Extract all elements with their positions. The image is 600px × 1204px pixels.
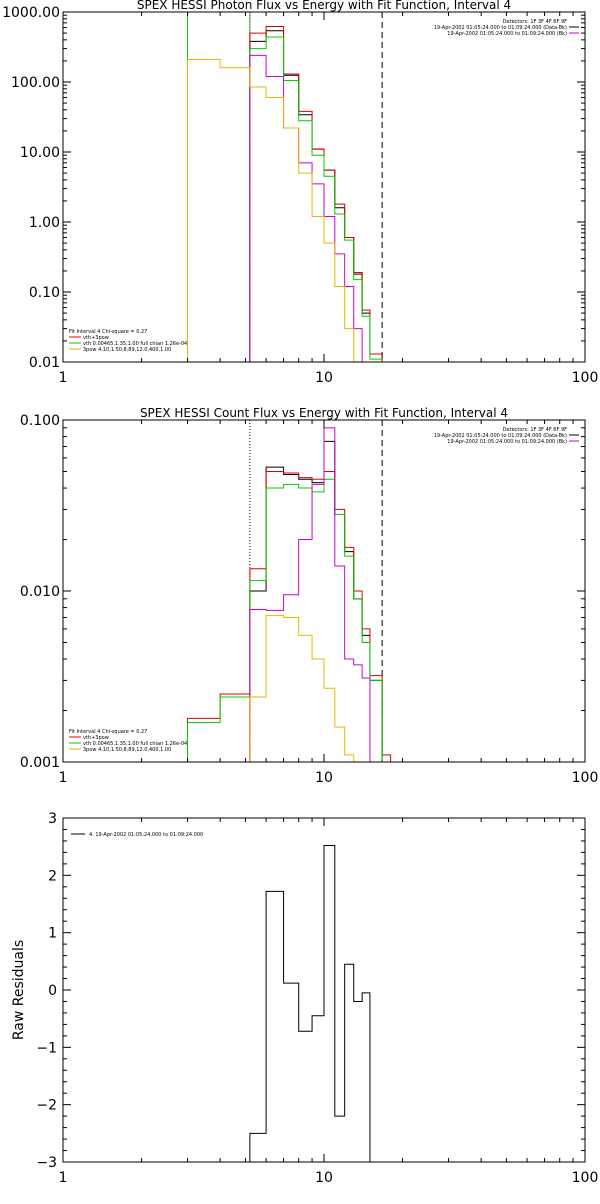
data-series-2 [187,470,392,762]
data-series-4 [249,427,371,762]
chart-panel-3: 1 10 100 −3 −2 −1 0 1 2 3 Raw Residuals 4. 19-Apr-2… [11,811,599,1186]
legend-item: 4. 19-Apr-2002 01:05:24.000 to 01:09:24.… [89,832,203,838]
data-series-3 [249,36,383,362]
annotation-text: 19-Apr-2002 01:05:24.000 to 01:09:24.000… [447,31,567,37]
y-tick-label: −1 [36,1040,57,1056]
annotation-text: 19-Apr-2002 01:05:24.000 to 01:09:24.000… [434,25,567,31]
legend-header: Fit Interval 4 Chi-square = 0.27 [69,329,147,335]
legend-item: 3pow 4.10,1.50,8.89,12.0,400,1.00 [83,347,171,353]
annotation-text: 19-Apr-2002 01:05:24.000 to 01:09:24.000… [447,439,567,445]
x-tick-label: 10 [315,770,333,786]
plot-area [187,12,383,362]
legend-header: Fit Interval 4 Chi-square = 0.27 [69,729,147,735]
chart-panel-2: SPEX HESSI Count Flux vs Energy with Fit… [20,406,598,786]
y-tick-label: 0.100 [20,413,60,429]
data-series-3 [187,478,392,762]
y-tick-label: 1 [48,926,57,942]
legend-item: 3pow 4.10,1.50,8.89,12.0,400,1.00 [83,747,171,753]
x-tick-label: 1 [59,770,68,786]
legend-item: vth 0.00465,1.35,1.00 full chian 1.26e-0… [83,341,187,347]
x-tick-label: 1 [59,1170,68,1186]
y-tick-label: 0 [48,983,57,999]
chart-title: SPEX HESSI Count Flux vs Energy with Fit… [140,406,508,420]
y-tick-label: 0.010 [20,584,60,600]
y-tick-label: 100.00 [11,75,60,91]
legend-item: vth+3pow [83,735,109,741]
annotation-text: 19-Apr-2002 01:05:24.000 to 01:09:24.000… [434,433,567,439]
chart-panel-1: SPEX HESSI Photon Flux vs Energy with Fi… [2,0,598,386]
chart-title: SPEX HESSI Photon Flux vs Energy with Fi… [137,0,511,12]
y-tick-label: −2 [36,1098,57,1114]
y-tick-label: 10.00 [20,145,60,161]
legend-item: vth+3pow [83,335,109,341]
y-tick-label: 2 [48,868,57,884]
data-series-1 [249,845,371,1162]
y-axis-label: Raw Residuals [11,940,27,1040]
x-tick-label: 100 [572,370,599,386]
data-series-2 [249,26,383,362]
annotation-text: Detectors: 1F 3F 4F 6F 9F [503,19,567,25]
y-tick-label: 1000.00 [2,5,60,21]
x-tick-label: 100 [572,1170,599,1186]
y-tick-label: −3 [36,1155,57,1171]
annotation-text: Detectors: 1F 3F 4F 6F 9F [503,427,567,433]
data-series-4 [249,54,363,362]
plot-area [249,845,371,1162]
data-series-5 [187,58,363,362]
data-series-1 [249,30,383,362]
data-series-5 [249,614,355,762]
y-tick-label: 0.01 [29,355,60,371]
y-tick-label: 0.10 [29,285,60,301]
x-tick-label: 100 [572,770,599,786]
x-tick-label: 10 [315,370,333,386]
x-tick-label: 10 [315,1170,333,1186]
y-tick-label: 0.001 [20,755,60,771]
y-tick-label: 1.00 [29,215,60,231]
legend-item: vth 0.00465,1.35,1.00 full chian 1.26e-0… [83,741,187,747]
x-tick-label: 1 [59,370,68,386]
y-tick-label: 3 [48,811,57,827]
plot-area [187,420,392,762]
